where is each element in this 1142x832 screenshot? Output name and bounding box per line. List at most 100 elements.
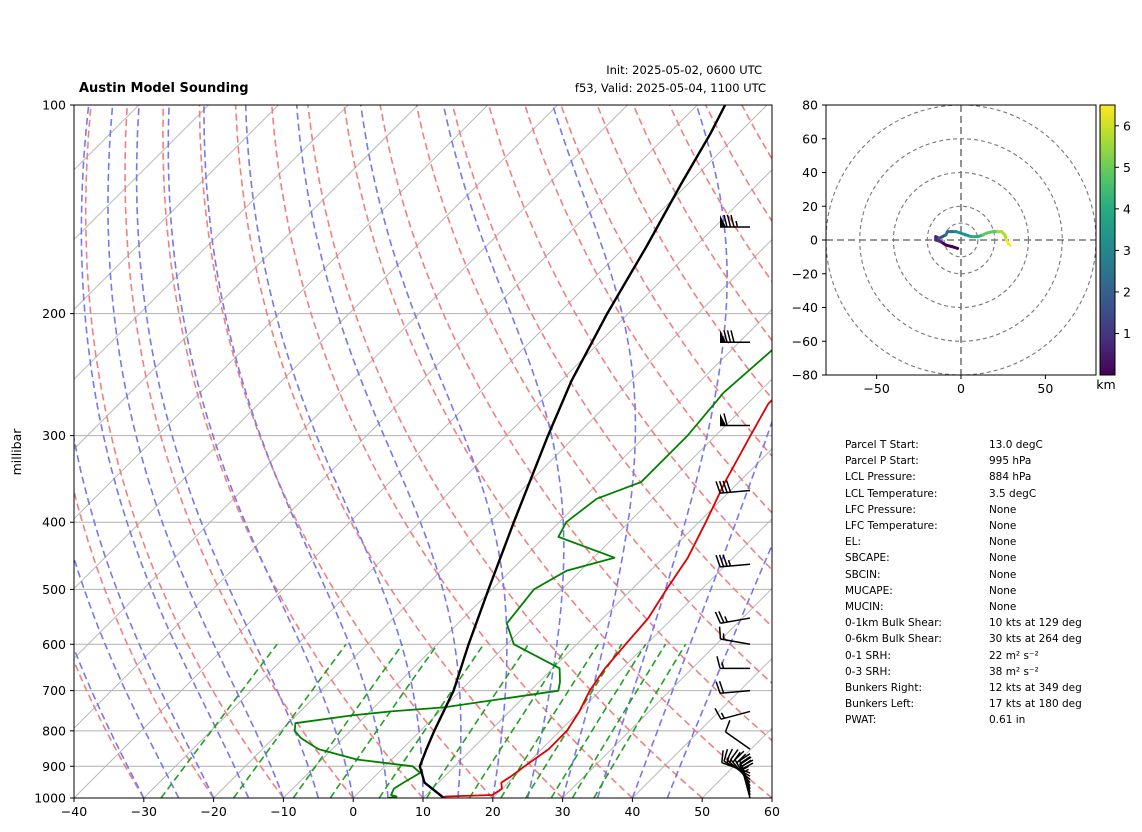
wind-barb: [714, 708, 751, 720]
parameter-value: None: [989, 601, 1017, 614]
moist-adiabat: [551, 105, 637, 798]
dry-adiabats: [74, 105, 772, 798]
y-tick-label: 800: [42, 723, 66, 738]
parameter-label: MUCAPE:: [845, 584, 893, 597]
parameter-row: SBCIN: None: [845, 567, 1082, 583]
colorbar-tick-label: 2: [1123, 284, 1131, 299]
wind-barbs: [714, 214, 754, 799]
parameter-row: 0-1km Bulk Shear: 10 kts at 129 deg: [845, 615, 1082, 631]
parameter-label: 0-3 SRH:: [845, 665, 891, 678]
barb-feather: [714, 708, 722, 720]
parameter-value: 3.5 degC: [989, 487, 1037, 500]
hodo-y-tick-label: −60: [792, 334, 818, 349]
parameter-label: 0-6km Bulk Shear:: [845, 633, 942, 646]
parameter-row: 0-3 SRH: 38 m² s⁻²: [845, 664, 1082, 680]
y-tick-label: 100: [42, 98, 66, 113]
mixing-ratio-line: [593, 643, 687, 798]
barb-feather: [718, 611, 725, 623]
hodograph-segment: [1006, 241, 1012, 247]
hodograph: −50 0 50 −80 −60 −40 −20 0 20 40 60 80 1 2 3 4 5 6 km: [792, 98, 1131, 397]
barb-feather: [718, 480, 725, 494]
barb-half-feather: [735, 220, 739, 228]
barb-feather: [723, 214, 728, 228]
dry-adiabat: [271, 105, 633, 798]
dry-adiabat: [74, 659, 145, 798]
dry-adiabat: [84, 105, 285, 798]
valid-time: f53, Valid: 2025-05-04, 1100 UTC: [575, 81, 766, 95]
parameter-label: Parcel T Start:: [845, 439, 919, 451]
x-tick-label: −40: [61, 804, 87, 819]
parameter-row: LCL Temperature: 3.5 degC: [845, 486, 1082, 502]
x-tick-label: 40: [624, 804, 640, 819]
y-tick-label: 1000: [34, 791, 66, 806]
y-tick-label: 300: [42, 428, 66, 443]
hodo-y-tick-label: 80: [802, 98, 818, 113]
hodograph-rings: [826, 105, 1096, 375]
mixing-ratio-line: [160, 643, 278, 798]
y-tick-label: 600: [42, 637, 66, 652]
mixing-ratio-line: [292, 643, 404, 798]
barb-feather: [723, 330, 728, 343]
isotherm-line: [352, 378, 772, 798]
barb-feather: [718, 554, 725, 567]
barb-feather: [739, 756, 751, 765]
hodo-y-tick-label: 60: [802, 131, 818, 146]
y-tick-label: 400: [42, 515, 66, 530]
colorbar-tick-label: 6: [1123, 118, 1131, 133]
hodo-y-tick-label: 0: [810, 233, 818, 248]
mixing-ratio-line: [500, 643, 599, 798]
barb-half-feather: [726, 756, 730, 764]
hodo-y-tick-label: 40: [802, 165, 818, 180]
parameter-row: Bunkers Right: 12 kts at 349 deg: [845, 680, 1082, 696]
isotherm-line: [74, 105, 489, 520]
parameter-label: SBCAPE:: [845, 552, 890, 565]
y-tick-label: 500: [42, 582, 66, 597]
mixing-ratio-line: [232, 643, 347, 798]
dry-adiabat: [415, 105, 772, 685]
parameter-label: PWAT:: [845, 714, 877, 727]
parameter-table: Parcel T Start: 13.0 degC Parcel P Start: 9…: [845, 437, 1082, 729]
skew-t-y-axis: 1000 900 800 700 600 500 400 300 200 100: [34, 98, 74, 806]
dry-adiabat: [524, 105, 772, 515]
barb-pennant: [720, 413, 726, 426]
parameter-row: 0-6km Bulk Shear: 30 kts at 264 deg: [845, 631, 1082, 647]
barb-feather: [740, 759, 752, 768]
parameter-value: None: [989, 552, 1017, 565]
wind-barb: [720, 330, 750, 344]
parameter-row: LCL Pressure: 884 hPa: [845, 469, 1082, 485]
dry-adiabat: [162, 105, 424, 798]
parameter-value: 38 m² s⁻²: [989, 665, 1039, 678]
wind-barb: [715, 480, 751, 494]
wind-barb: [715, 554, 751, 568]
isotherm-line: [74, 105, 349, 380]
barb-shaft: [720, 489, 751, 494]
isotherm-line: [632, 657, 772, 798]
barb-shaft: [720, 638, 751, 645]
parameter-value: None: [989, 568, 1017, 581]
mixing-ratio-line: [329, 643, 439, 798]
parameter-value: 10 kts at 129 deg: [989, 617, 1082, 630]
barb-half-feather: [727, 559, 732, 567]
barb-half-feather: [720, 712, 726, 719]
parameter-row: PWAT: 0.61 in: [845, 712, 1082, 728]
parameter-row: LFC Temperature: None: [845, 518, 1082, 534]
y-tick-label: 700: [42, 683, 66, 698]
barb-feather: [714, 611, 722, 624]
barb-shaft: [724, 731, 751, 750]
parameter-value: None: [989, 536, 1017, 549]
barb-half-feather: [729, 756, 734, 763]
isotherm-line: [492, 518, 772, 798]
barb-pennant: [720, 330, 726, 343]
barb-feather: [716, 656, 721, 669]
barb-feather: [741, 762, 754, 770]
moist-adiabat: [107, 105, 285, 798]
parameter-label: LCL Pressure:: [845, 471, 916, 484]
barb-feather: [730, 330, 735, 343]
colorbar-ticks: 1 2 3 4 5 6: [1115, 118, 1131, 341]
barb-half-feather: [724, 616, 729, 623]
barb-feather: [715, 481, 721, 494]
parameter-label: 0-1 SRH:: [845, 649, 891, 662]
moist-adiabat: [167, 105, 354, 798]
sounding-traces: [293, 105, 772, 798]
parameter-value: None: [989, 520, 1017, 533]
